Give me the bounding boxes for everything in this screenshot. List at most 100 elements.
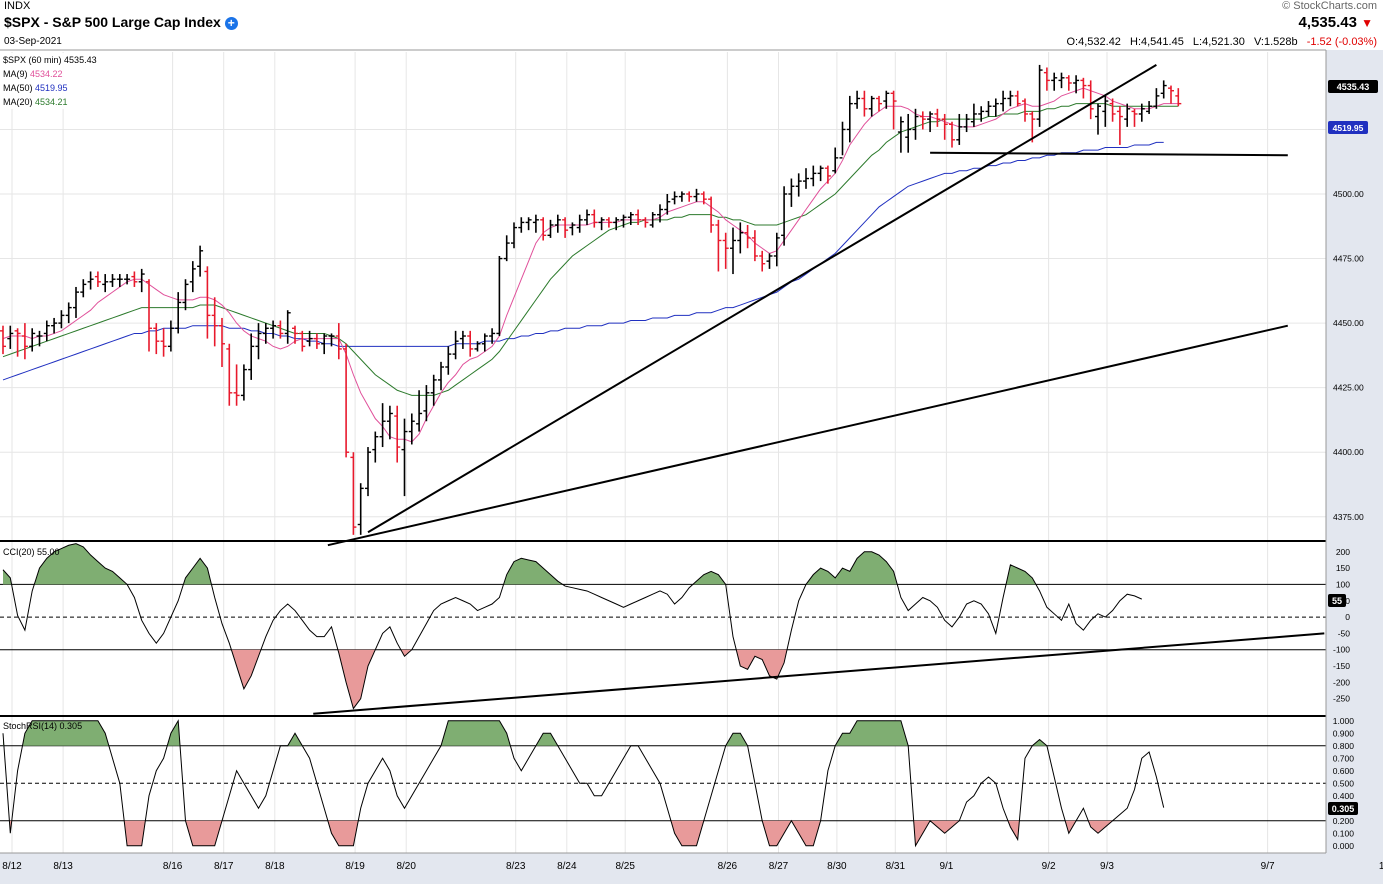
ohlc-bar: [781, 186, 788, 246]
ohlc-bar: [1007, 90, 1014, 107]
ohlc-bar: [248, 333, 255, 380]
volume-value: 1.528b: [1263, 36, 1298, 48]
cci-tick-label: 100: [1336, 579, 1350, 589]
ohlc-bar: [649, 212, 656, 228]
date-tick-label: 8/16: [163, 861, 183, 872]
price-tick-label: 4475.00: [1333, 254, 1364, 264]
copyright[interactable]: © StockCharts.com: [1282, 0, 1377, 12]
stochrsi-oversold-fill: [185, 820, 222, 846]
ohlc-bar: [386, 405, 393, 440]
stochrsi-tick-label: 1.000: [1333, 716, 1355, 726]
price-tick-label: 4425.00: [1333, 383, 1364, 393]
ohlc-bar: [467, 330, 474, 357]
ohlc-bar: [299, 330, 306, 352]
ohlc-bar: [664, 194, 671, 215]
ohlc-bar: [824, 165, 831, 184]
ohlc-bar: [883, 90, 890, 109]
legend-cci: CCI(20) 55.00: [3, 547, 60, 557]
ohlc-bar: [985, 101, 992, 117]
ohlc-bar: [445, 346, 452, 375]
date-tick-label: 8/30: [827, 861, 847, 872]
stochrsi-overbought-fill: [287, 733, 303, 746]
cci-oversold-fill: [337, 649, 376, 709]
date-tick-label: 8/25: [615, 861, 635, 872]
ohlc-bar: [751, 230, 758, 262]
ohlc-bar: [1153, 88, 1160, 109]
ohlc-bar: [29, 328, 36, 352]
stochrsi-oversold-fill: [1007, 820, 1020, 840]
date-tick-label: 8/18: [265, 861, 285, 872]
ohlc-bar: [1095, 103, 1101, 135]
ohlc-bar: [372, 431, 379, 463]
ohlc-bar: [36, 330, 43, 347]
ma20-line: [2, 103, 1179, 396]
ohlc-bar: [722, 232, 729, 269]
ohlc-bar: [686, 191, 693, 202]
info-icon[interactable]: +: [224, 16, 238, 30]
stochrsi-tick-label: 0.000: [1333, 841, 1355, 851]
ohlc-bar: [642, 217, 649, 228]
low-label: L:: [1192, 36, 1203, 48]
ohlc-bar: [773, 232, 780, 267]
ohlc-bar: [7, 325, 14, 349]
cci-tick-label: 0: [1345, 612, 1350, 622]
date-tick-label: 8/13: [53, 861, 73, 872]
ohlc-bar: [102, 274, 109, 293]
ohlc-bar: [795, 173, 802, 197]
ohlc-bar: [657, 204, 663, 223]
ohlc-bar: [759, 250, 766, 272]
ma50-badge-text: 4519.95: [1333, 123, 1364, 133]
ohlc-bar: [146, 279, 152, 352]
ohlc-bar: [1168, 85, 1174, 104]
ohlc-bar: [1131, 108, 1138, 127]
legend-ma9-value: 4534.22: [30, 69, 63, 79]
ohlc-bar: [678, 191, 685, 202]
legend-cci-value: 55.00: [37, 547, 60, 557]
stochrsi-oversold-fill: [791, 820, 821, 846]
ohlc-bar: [693, 188, 700, 202]
ohlc-bar: [116, 274, 123, 287]
stochrsi-overbought-fill: [167, 720, 181, 746]
ohlc-bar: [525, 217, 532, 231]
ohlc-bar: [839, 121, 846, 159]
date-tick-label: 9/7: [1261, 861, 1275, 872]
ohlc-bar: [876, 95, 882, 112]
ohlc-bar: [941, 113, 948, 140]
cci-trendline: [313, 632, 1325, 715]
ohlc-bar: [277, 320, 284, 339]
stochrsi-badge-text: 0.305: [1332, 804, 1355, 814]
price-axis-bg: [1326, 50, 1383, 884]
date-tick-label: 8/23: [506, 861, 526, 872]
stochrsi-oversold-fill: [930, 820, 960, 834]
low-value: 4,521.30: [1202, 36, 1245, 48]
stochrsi-oversold-fill: [762, 820, 792, 846]
date-axis-bg: [0, 853, 1383, 884]
legend-ma9: MA(9) 4534.22: [3, 69, 63, 79]
ohlc-bar: [1000, 90, 1007, 112]
ohlc-bar: [211, 297, 218, 347]
ohlc-bar: [978, 106, 985, 122]
ohlc-bar: [240, 364, 247, 401]
ohlc-bar: [1080, 77, 1087, 99]
price-tick-label: 4500.00: [1333, 189, 1364, 199]
ohlc-bar: [233, 364, 240, 406]
ohlc-bar: [58, 310, 65, 329]
price-badge-text: 4535.43: [1337, 82, 1370, 92]
ohlc-bar: [438, 361, 444, 391]
long-trendline: [327, 324, 1289, 547]
ohlc-bar: [613, 217, 620, 231]
exchange-label: INDX: [4, 0, 31, 12]
ohlc-bar: [481, 333, 488, 352]
date-tick-label: 8/12: [2, 861, 22, 872]
stochrsi-tick-label: 0.400: [1333, 791, 1355, 801]
date-tick-label: 12: [1379, 861, 1383, 872]
ohlc-bar: [547, 219, 554, 238]
open-label: O:: [1066, 36, 1079, 48]
ohlc-bar: [598, 217, 605, 231]
ohlc-bar: [532, 214, 539, 233]
ohlc-bar: [306, 330, 313, 347]
ohlc-bar: [489, 328, 496, 344]
ohlc-bar: [1124, 103, 1131, 127]
cci-tick-label: -100: [1333, 645, 1350, 655]
